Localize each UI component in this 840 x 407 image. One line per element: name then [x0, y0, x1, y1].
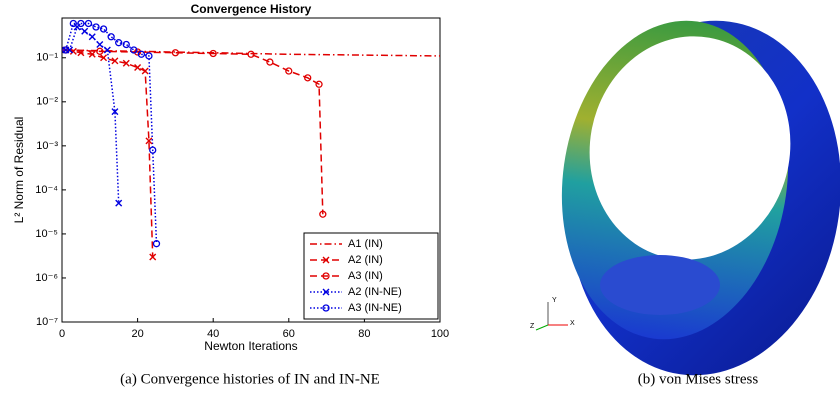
fem-image — [536, 3, 840, 393]
marker — [97, 42, 103, 48]
x-tick-label: 40 — [207, 328, 219, 340]
y-tick-label: 10⁻⁴ — [35, 184, 58, 196]
x-axis-label: Newton Iterations — [204, 339, 297, 353]
y-tick-label: 10⁻³ — [36, 140, 58, 152]
marker — [267, 59, 273, 65]
chart-title: Convergence History — [191, 2, 312, 16]
y-tick-label: 10⁻⁵ — [35, 228, 58, 240]
caption: (b) von Mises stress — [638, 371, 759, 387]
marker — [82, 28, 88, 34]
x-tick-label: 60 — [283, 328, 295, 340]
axis-label: Y — [552, 297, 557, 304]
x-tick-label: 0 — [59, 328, 65, 340]
x-tick-label: 20 — [131, 328, 143, 340]
legend-label: A2 (IN) — [348, 254, 383, 266]
x-tick-label: 80 — [358, 328, 370, 340]
legend-label: A2 (IN-NE) — [348, 286, 402, 298]
legend-label: A1 (IN) — [348, 238, 383, 250]
figure: Y Z X (a) Convergence histories of IN an… — [0, 0, 840, 402]
plot-area — [62, 24, 440, 257]
legend-label: A3 (IN) — [348, 270, 383, 282]
x-tick-label: 100 — [431, 328, 449, 340]
marker — [142, 68, 148, 74]
caption: (a) Convergence histories of IN and IN-N… — [120, 371, 380, 387]
marker — [104, 47, 110, 53]
marker — [108, 34, 114, 40]
y-tick-label: 10⁻⁷ — [36, 316, 58, 328]
marker — [89, 34, 95, 40]
axis-label: X — [570, 320, 575, 327]
axis-label: Z — [530, 323, 535, 330]
series-line — [66, 50, 323, 214]
y-tick-label: 10⁻¹ — [36, 52, 58, 64]
legend-label: A3 (IN-NE) — [348, 302, 402, 314]
y-tick-label: 10⁻⁶ — [35, 272, 58, 284]
marker — [74, 24, 80, 30]
y-tick-label: 10⁻² — [36, 96, 58, 108]
series-line — [66, 50, 153, 257]
y-axis-label: L² Norm of Residual — [12, 117, 26, 224]
